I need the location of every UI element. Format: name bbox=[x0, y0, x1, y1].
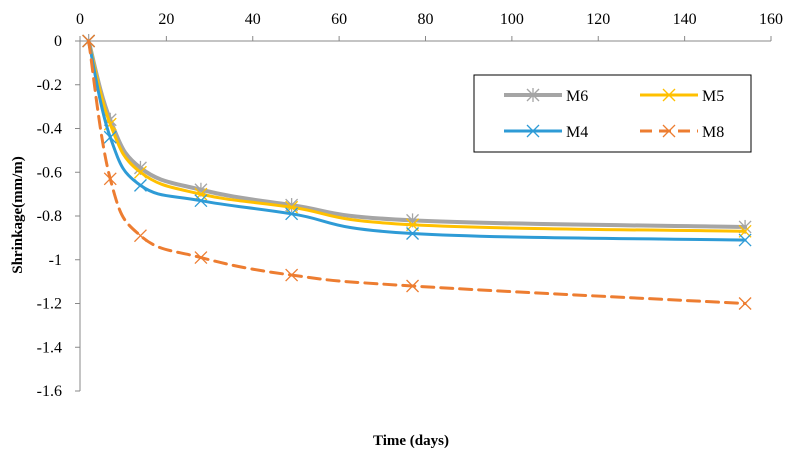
legend-item-m5: M5 bbox=[640, 88, 724, 105]
legend-label-m4: M4 bbox=[566, 124, 588, 141]
data-point-m4 bbox=[738, 233, 752, 247]
legend-label-m5: M5 bbox=[702, 88, 724, 105]
x-tick-label: 80 bbox=[418, 11, 434, 28]
data-point-m8 bbox=[406, 279, 420, 293]
data-point-m4 bbox=[194, 194, 208, 208]
x-tick-label: 160 bbox=[759, 11, 783, 28]
series-line-m4 bbox=[87, 39, 747, 242]
data-point-m5 bbox=[285, 200, 299, 214]
data-point-m8 bbox=[134, 229, 147, 243]
y-tick-label: -1.2 bbox=[37, 296, 62, 313]
legend-marker-m4 bbox=[526, 124, 540, 138]
y-tick-label: -1.4 bbox=[37, 339, 62, 356]
legend-item-m4: M4 bbox=[504, 124, 588, 141]
y-tick-labels: 0 -0.2 -0.4 -0.6 -0.8 -1 -1.2 -1.4 -1.6 bbox=[37, 33, 62, 400]
data-point-m8 bbox=[194, 251, 208, 265]
series-layer bbox=[82, 34, 752, 310]
x-tick-label: 120 bbox=[586, 11, 610, 28]
y-tick-label: -0.6 bbox=[37, 164, 62, 181]
axes bbox=[75, 36, 772, 392]
data-point-m4 bbox=[285, 207, 299, 221]
legend: M6 M5 M4 M8 bbox=[473, 74, 752, 153]
y-tick-label: -0.4 bbox=[37, 121, 62, 138]
series-m4 bbox=[82, 34, 752, 247]
y-tick-label: 0 bbox=[54, 33, 62, 50]
data-point-m8 bbox=[103, 172, 117, 186]
x-tick-label: 20 bbox=[158, 11, 174, 28]
x-tick-label: 100 bbox=[500, 11, 524, 28]
y-tick-label: -0.2 bbox=[37, 77, 62, 94]
legend-marker-m5 bbox=[662, 88, 676, 102]
x-tick-label: 140 bbox=[673, 11, 697, 28]
y-tick-label: -1 bbox=[49, 252, 62, 269]
data-point-m4 bbox=[134, 178, 147, 192]
legend-box bbox=[473, 74, 752, 153]
series-line-m6 bbox=[86, 39, 748, 229]
legend-marker-m6 bbox=[526, 88, 540, 102]
data-point-m4 bbox=[103, 130, 117, 144]
x-tick-label: 40 bbox=[245, 11, 261, 28]
legend-label-m8: M8 bbox=[702, 124, 724, 141]
data-point-m4 bbox=[406, 227, 420, 240]
legend-label-m6: M6 bbox=[566, 88, 588, 105]
data-point-m5 bbox=[134, 165, 147, 179]
x-tick-label: 0 bbox=[76, 11, 84, 28]
data-point-m8 bbox=[738, 297, 752, 310]
data-point-m8 bbox=[82, 34, 96, 48]
x-tick-labels: 0 20 40 60 80 100 120 140 160 bbox=[76, 11, 783, 28]
data-point-m5 bbox=[194, 187, 208, 201]
y-tick-label: -1.6 bbox=[37, 383, 62, 400]
series-m8 bbox=[82, 34, 752, 310]
legend-item-m8: M8 bbox=[640, 124, 724, 141]
y-tick-label: -0.8 bbox=[37, 208, 62, 225]
data-point-m8 bbox=[285, 268, 299, 282]
x-axis-title: Time (days) bbox=[373, 433, 449, 449]
legend-item-m6: M6 bbox=[504, 88, 588, 105]
x-tick-label: 60 bbox=[331, 11, 347, 28]
legend-marker-m8 bbox=[662, 124, 676, 138]
y-axis-title: Shrinkage(mm/m) bbox=[10, 156, 26, 274]
series-line-m5 bbox=[87, 39, 747, 233]
